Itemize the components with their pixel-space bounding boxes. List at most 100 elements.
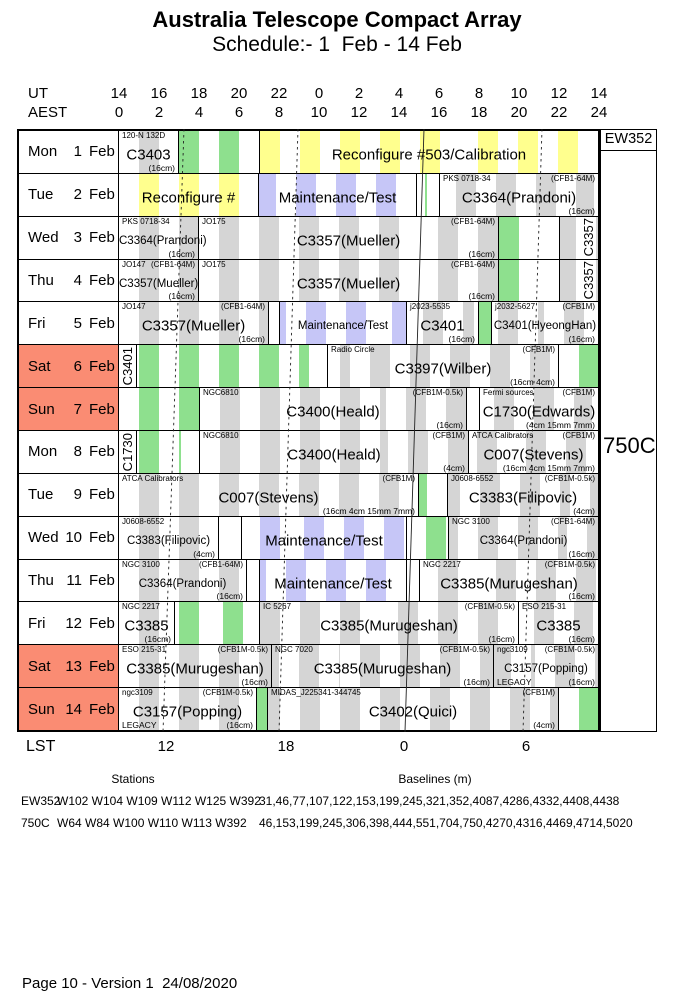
block-mode-label: (CFB1M-0.5k): [439, 645, 490, 655]
lst-tick: 18: [277, 738, 295, 755]
ut-axis-label: UT: [28, 85, 48, 102]
ut-tick: 16: [150, 85, 168, 102]
block-mode-label: (CFB1M): [522, 345, 555, 355]
day-number: 11: [66, 572, 82, 590]
day-timeline: ATCA Calibrators (CFB1M) C007(Stevens) (16c…: [119, 473, 598, 516]
day-name: Sat: [28, 657, 51, 675]
block-title: C3385(Murugeshan): [313, 660, 452, 678]
block-source-label: Radio Circle: [331, 345, 375, 355]
block-mode-label: (CFB1-64M): [550, 516, 595, 526]
baselines-list: 31,46,77,107,122,153,199,245,321,352,408…: [259, 794, 620, 808]
day-number: 14: [65, 700, 82, 718]
block-band-label: (16cm): [168, 291, 195, 302]
block-free: [479, 302, 491, 345]
block-title: C3402(Quici): [368, 703, 458, 721]
block-band-label: (16cm): [168, 248, 195, 259]
ut-tick: 2: [354, 85, 364, 102]
block-band-label: (16cm): [241, 677, 268, 688]
block-band-label: (16cm): [216, 591, 243, 602]
block-C3385(Murugeshan): NGC 7020 (CFB1M-0.5k) C3385(Murugeshan) (16…: [272, 645, 494, 688]
block-free: [499, 259, 559, 302]
block-title: C3364(Prandoni): [461, 189, 577, 207]
day-label: Tue 2 Feb: [19, 173, 119, 216]
block-source-label: ESO 215-31: [122, 645, 167, 655]
block-source-label: NGC6810: [203, 388, 239, 398]
block-band-label: (16cm): [468, 248, 495, 259]
block-C3364(Prandoni): PKS 0718-34 (CFB1-64M) C3364(Prandoni) (16c…: [439, 173, 598, 216]
block-band-label: (16cm): [148, 162, 175, 173]
schedule-row: Tue 9 Feb ATCA Calibrators (CFB1M) C007(Steve…: [19, 473, 598, 517]
block-band-label: (16cm): [568, 205, 595, 216]
block-source-label: NGC6810: [203, 431, 239, 441]
aest-tick: 12: [350, 104, 368, 121]
day-name: Tue: [28, 186, 54, 204]
day-timeline: C3401 Radio Circle (CFB1M) C3397(Wilber) (16…: [119, 345, 598, 388]
block-title: C3364(Prandoni): [138, 577, 227, 590]
block-title: Maintenance/Test: [274, 575, 392, 593]
block-source-label: j2032-5627: [495, 302, 536, 312]
day-timeline: ESO 215-31 (CFB1M-0.5k) C3385(Murugeshan) (…: [119, 645, 598, 688]
block-source-label: NGC 2217: [122, 602, 160, 612]
schedule-row: Sun 14 Feb ngc3109 (CFB1M-0.5k) C3157(Popping…: [19, 688, 598, 731]
block-C007(Stevens): ATCA Calibrators (CFB1M) C007(Stevens) (16c…: [469, 431, 598, 473]
day-month: Feb: [89, 357, 115, 375]
block-source-label: JO175: [202, 216, 226, 226]
aest-tick: 14: [390, 104, 408, 121]
block-mode-label: (CFB1M-0.5k): [544, 473, 595, 483]
day-timeline: NGC 2217 C3385 (16cm) IC 5267 (CFB1M-0.5k) C3…: [119, 602, 598, 645]
day-month: Feb: [89, 314, 115, 332]
stations-list: W64 W84 W100 W110 W113 W392: [57, 816, 247, 830]
schedule-row: Mon 1 Feb 120-N 132D C3403 (16cm) Reconfigure …: [19, 131, 598, 174]
block-title: C3385(Murugeshan): [440, 575, 578, 593]
day-month: Feb: [89, 143, 115, 161]
ut-tick: 14: [590, 85, 608, 102]
schedule-row: Wed 3 Feb PKS 0718-34 C3364(Prandoni) (16cm) J…: [19, 216, 598, 260]
block-C3383(Filipovic): J0608-6552 C3383(Filipovic) (4cm): [119, 516, 219, 559]
block-band-label: (4cm): [533, 720, 555, 731]
aest-tick: 4: [194, 104, 204, 121]
schedule-row: Fri 5 Feb JO147 (CFB1-64M) C3357(Mueller) (16c…: [19, 302, 598, 346]
block-Reconfigure #503/Calibration: Reconfigure #503/Calibration: [259, 131, 598, 173]
block-band-label: (16cm): [568, 591, 595, 602]
block-title: C3385: [124, 617, 169, 635]
block-source-label: J0608-6552: [122, 516, 165, 526]
day-label: Mon 1 Feb: [19, 131, 119, 173]
day-label: Fri 12 Feb: [19, 602, 119, 645]
aest-tick: 0: [114, 104, 124, 121]
block-C3157(Popping): ngc3109 (CFB1M-0.5k) C3157(Popping) LEGACY (…: [494, 645, 598, 688]
day-month: Feb: [89, 572, 115, 590]
day-name: Wed: [28, 229, 59, 247]
day-label: Sun 14 Feb: [19, 688, 119, 731]
lst-axis-label: LST: [26, 738, 56, 755]
ut-tick: 20: [230, 85, 248, 102]
day-number: 13: [65, 657, 82, 675]
block-title: Maintenance/Test: [278, 189, 397, 207]
block-source-label: ATCA Calibrators: [122, 473, 184, 483]
block-C3385: ESO 215-31 C3385 (16cm): [519, 602, 598, 645]
day-label: Tue 9 Feb: [19, 473, 119, 516]
aest-tick: 24: [590, 104, 608, 121]
day-number: 7: [73, 400, 82, 418]
block-source-label: NGC 3100: [452, 516, 490, 526]
block-vertical-title-wrap: C3401: [119, 345, 136, 387]
block-mode-label: (CFB1-64M): [220, 302, 265, 312]
day-timeline: NGC6810 (CFB1M-0.5k) C3400(Heald) (16cm) Fer…: [119, 388, 598, 431]
block-source-label: JO147: [122, 259, 146, 269]
block-Reconfigure #: Reconfigure #: [119, 173, 259, 216]
block-mode-label: (CFB1M): [522, 688, 555, 698]
block-C3401: C3401: [119, 345, 137, 388]
ut-tick: 4: [394, 85, 404, 102]
block-C3385(Murugeshan): IC 5267 (CFB1M-0.5k) C3385(Murugeshan) (16c…: [259, 602, 519, 645]
block-band-label: (4cm 15mm 7mm): [526, 420, 595, 431]
schedule-row: Sat 6 Feb C3401 Radio Circle (CFB1M) C3397(Wil…: [19, 345, 598, 389]
block-title: C3357(Mueller): [296, 232, 401, 250]
day-label: Sat 6 Feb: [19, 345, 119, 388]
block-free: [137, 431, 199, 473]
block-C3364(Prandoni): PKS 0718-34 C3364(Prandoni) (16cm): [119, 216, 207, 259]
block-C3157(Popping): ngc3109 (CFB1M-0.5k) C3157(Popping) LEGACY (…: [119, 688, 257, 731]
ut-tick: 22: [270, 85, 288, 102]
day-month: Feb: [89, 272, 115, 289]
block-free: [219, 516, 239, 559]
block-free: [559, 345, 598, 388]
day-number: 8: [73, 443, 82, 461]
